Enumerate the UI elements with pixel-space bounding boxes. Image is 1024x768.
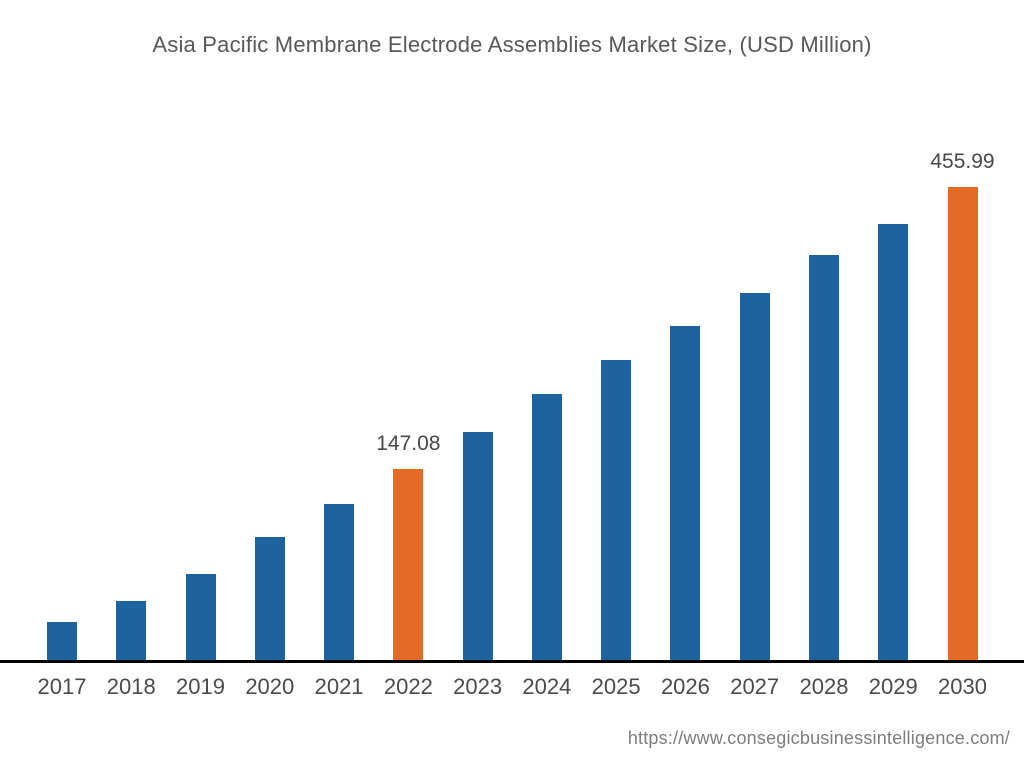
bar-2018: [116, 601, 147, 663]
x-axis-label-2030: 2030: [938, 674, 987, 699]
value-label-2030: 455.99: [930, 150, 995, 173]
bar-2019: [185, 574, 216, 663]
x-axis-label-2025: 2025: [591, 674, 641, 699]
x-axis-label-2020: 2020: [245, 674, 295, 699]
bar-2017: [47, 622, 77, 663]
x-axis-label-2029: 2029: [868, 674, 918, 699]
bar-2025: [601, 360, 632, 663]
source-url: https://www.consegicbusinessintelligence…: [627, 728, 1010, 748]
bar-2029: [878, 224, 909, 663]
x-axis-label-2026: 2026: [660, 674, 710, 699]
bar-2021: [324, 504, 355, 663]
x-axis-label-2022: 2022: [383, 674, 433, 699]
bar-2027: [739, 293, 770, 663]
bar-2023: [462, 432, 493, 663]
value-label-2022: 147.08: [376, 432, 441, 455]
x-axis-labels: 2017 2018 2019 2020 2021 2022 2023 2024 2025 2026…: [0, 674, 1024, 704]
bar-2028: [808, 255, 839, 663]
chart-title: Asia Pacific Membrane Electrode Assembli…: [152, 32, 872, 57]
x-axis-label-2024: 2024: [522, 674, 572, 699]
x-axis-label-2017: 2017: [37, 674, 87, 699]
x-axis-label-2028: 2028: [799, 674, 849, 699]
bar-2030: [947, 187, 978, 663]
x-axis-label-2018: 2018: [106, 674, 156, 699]
x-axis-line: [0, 660, 1024, 663]
bar-2020: [254, 537, 285, 663]
bar-2026: [670, 326, 701, 663]
bar-2022: [393, 469, 424, 663]
x-axis-label-2027: 2027: [730, 674, 780, 699]
plot-area: 147.08 455.99: [0, 150, 1024, 663]
x-axis-label-2019: 2019: [176, 674, 226, 699]
x-axis-label-2021: 2021: [314, 674, 364, 699]
x-axis-label-2023: 2023: [453, 674, 503, 699]
bar-2024: [531, 394, 562, 663]
